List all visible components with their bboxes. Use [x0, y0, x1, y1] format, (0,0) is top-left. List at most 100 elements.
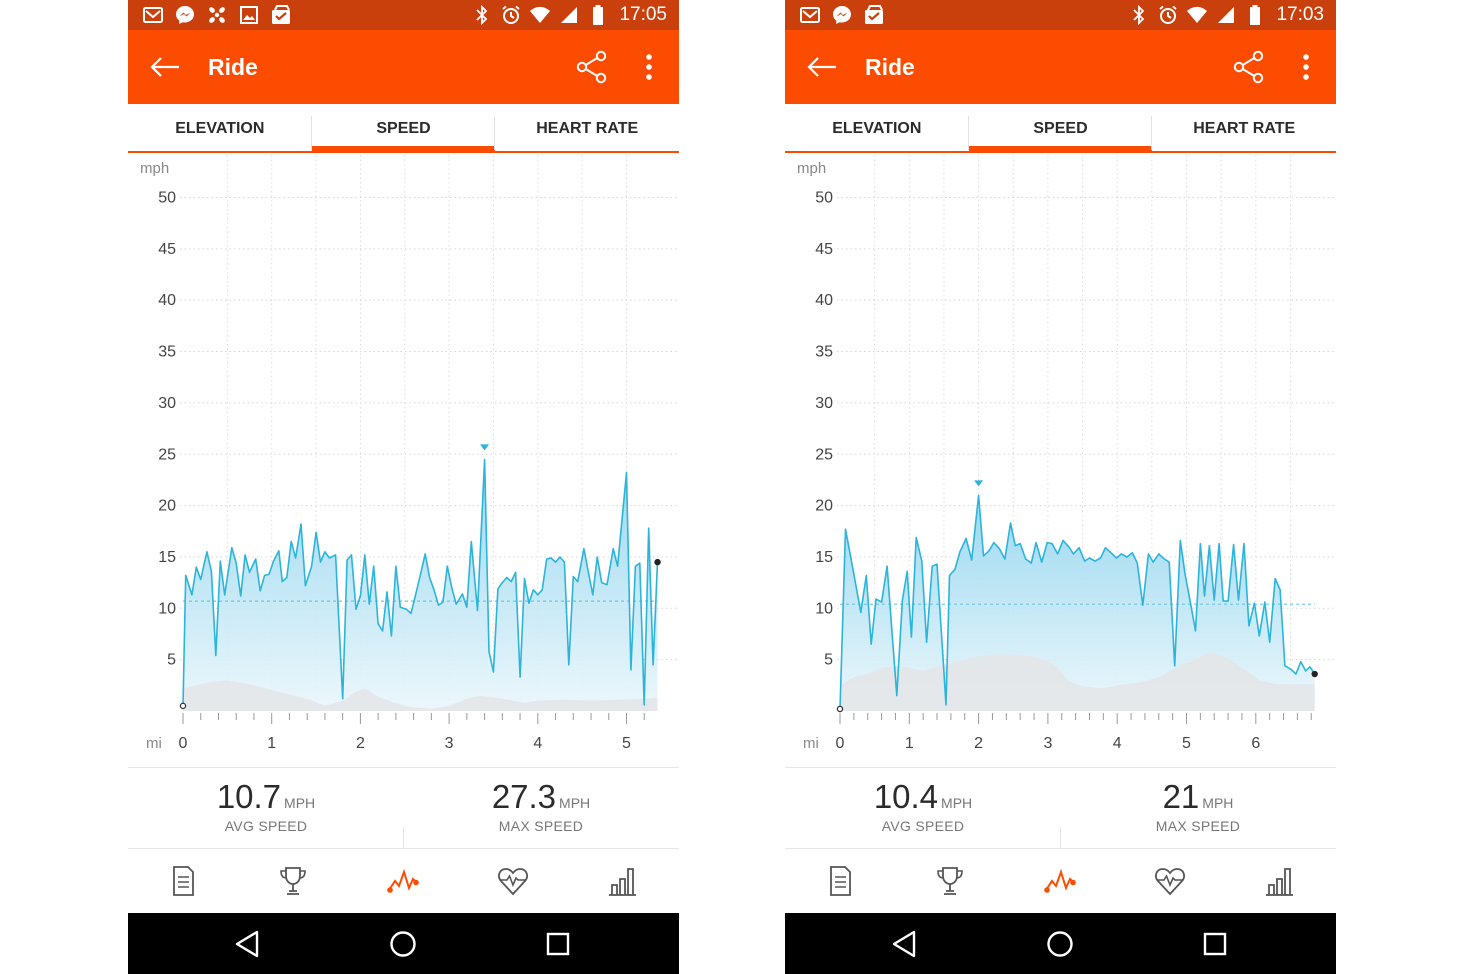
- elevation-area: [183, 680, 658, 711]
- bluetooth-icon: [471, 5, 493, 25]
- recents-square-icon[interactable]: [543, 929, 573, 959]
- end-marker: [1311, 670, 1318, 678]
- tab-elevation[interactable]: ELEVATION: [128, 104, 312, 151]
- speed-chart[interactable]: 5 10 15 20 25 30 35 40 45 50 mph 0 1 2 3 4 5 mi: [128, 153, 679, 768]
- stats-divider: [1060, 828, 1061, 848]
- y-tick-label: 15: [815, 549, 833, 566]
- inbox-icon: [863, 5, 885, 25]
- max-speed-value: 21: [1162, 778, 1200, 815]
- pinwheel-icon: [206, 5, 228, 25]
- overflow-menu-button[interactable]: [1295, 52, 1317, 82]
- trophy-icon[interactable]: [933, 864, 967, 898]
- summary-icon[interactable]: [823, 864, 857, 898]
- heart-icon[interactable]: [496, 864, 530, 898]
- page-title: Ride: [865, 54, 915, 80]
- max-speed-value: 27.3: [491, 778, 557, 815]
- y-tick-label: 5: [824, 652, 833, 669]
- x-tick-label: 5: [622, 735, 631, 752]
- y-tick-label: 35: [815, 344, 833, 361]
- phone-screen-left: 17:05 Ride ELEVATION SPEED HEART RATE 5 1…: [128, 0, 679, 974]
- page-title: Ride: [208, 54, 258, 80]
- x-axis-unit: mi: [146, 735, 162, 752]
- share-button[interactable]: [1232, 50, 1266, 84]
- back-arrow-button[interactable]: [805, 52, 839, 82]
- notification-icons: [799, 5, 885, 25]
- y-tick-label: 40: [158, 292, 176, 309]
- x-tick-label: 1: [905, 735, 914, 752]
- tab-elevation[interactable]: ELEVATION: [785, 104, 969, 151]
- x-tick-label: 2: [974, 735, 983, 752]
- speed-line: [839, 494, 1316, 709]
- y-tick-label: 50: [815, 190, 833, 207]
- start-marker: [179, 702, 187, 710]
- speed-area: [183, 459, 658, 711]
- y-tick-label: 20: [158, 498, 176, 515]
- app-bar: Ride: [128, 30, 679, 104]
- tab-speed[interactable]: SPEED: [311, 104, 496, 153]
- battery-icon: [1244, 5, 1266, 25]
- y-tick-label: 25: [158, 446, 176, 463]
- x-tick-label: 3: [1043, 735, 1052, 752]
- status-time: 17:05: [619, 4, 667, 25]
- x-tick-label: 2: [356, 735, 365, 752]
- start-marker: [836, 705, 844, 713]
- speed-area: [840, 495, 1315, 711]
- gallery-icon: [238, 5, 260, 25]
- avg-speed-stat: 10.4 MPH AVG SPEED: [823, 778, 1023, 834]
- end-marker: [654, 558, 661, 566]
- notification-icons: [142, 5, 292, 25]
- speed-line: [182, 458, 659, 706]
- heart-icon[interactable]: [1153, 864, 1187, 898]
- chart-tabs: ELEVATION SPEED HEART RATE: [785, 104, 1336, 153]
- inbox-icon: [270, 5, 292, 25]
- stats-divider: [403, 828, 404, 848]
- analysis-icon[interactable]: [1043, 864, 1077, 898]
- bottom-nav: [785, 848, 1336, 912]
- overflow-menu-button[interactable]: [638, 52, 660, 82]
- back-triangle-icon[interactable]: [890, 929, 920, 959]
- phone-screen-right: 17:03 Ride ELEVATION SPEED HEART RATE 5 1…: [785, 0, 1336, 974]
- bottom-nav: [128, 848, 679, 912]
- stats-panel: 10.4 MPH AVG SPEED 21 MPH MAX SPEED: [785, 767, 1336, 849]
- avg-speed-unit: MPH: [941, 795, 973, 811]
- summary-icon[interactable]: [166, 864, 200, 898]
- tab-heart-rate[interactable]: HEART RATE: [536, 120, 639, 137]
- avg-speed-unit: MPH: [284, 795, 316, 811]
- tab-speed[interactable]: SPEED: [968, 104, 1153, 153]
- x-tick-label: 5: [1182, 735, 1191, 752]
- back-arrow-button[interactable]: [148, 52, 182, 82]
- system-navigation-bar: [785, 913, 1336, 974]
- y-tick-label: 5: [167, 652, 176, 669]
- x-tick-label: 6: [1251, 735, 1260, 752]
- y-axis-unit: mph: [140, 160, 169, 177]
- max-speed-stat: 27.3 MPH MAX SPEED: [441, 778, 641, 834]
- elevation-area: [840, 652, 1315, 711]
- stats-icon[interactable]: [606, 864, 640, 898]
- max-speed-label: MAX SPEED: [498, 818, 584, 834]
- x-tick-label: 4: [1113, 735, 1122, 752]
- signal-icon: [1215, 5, 1237, 25]
- messenger-icon: [174, 5, 196, 25]
- trophy-icon[interactable]: [276, 864, 310, 898]
- avg-speed-value: 10.7: [216, 778, 282, 815]
- speed-chart[interactable]: 5 10 15 20 25 30 35 40 45 50 mph 0 1 2 3 4 5 6 mi: [785, 153, 1336, 768]
- max-speed-marker: [480, 444, 490, 451]
- avg-speed-stat: 10.7 MPH AVG SPEED: [166, 778, 366, 834]
- x-tick-label: 3: [445, 735, 454, 752]
- signal-icon: [558, 5, 580, 25]
- avg-speed-label: AVG SPEED: [224, 818, 308, 834]
- y-tick-label: 40: [815, 292, 833, 309]
- x-tick-label: 0: [179, 735, 188, 752]
- tab-heart-rate[interactable]: HEART RATE: [1193, 120, 1296, 137]
- x-tick-label: 4: [533, 735, 542, 752]
- system-status-icons: 17:05: [471, 4, 667, 26]
- stats-icon[interactable]: [1263, 864, 1297, 898]
- x-axis-unit: mi: [803, 735, 819, 752]
- analysis-icon[interactable]: [386, 864, 420, 898]
- share-button[interactable]: [575, 50, 609, 84]
- home-circle-icon[interactable]: [388, 929, 418, 959]
- home-circle-icon[interactable]: [1045, 929, 1075, 959]
- back-triangle-icon[interactable]: [233, 929, 263, 959]
- recents-square-icon[interactable]: [1200, 929, 1230, 959]
